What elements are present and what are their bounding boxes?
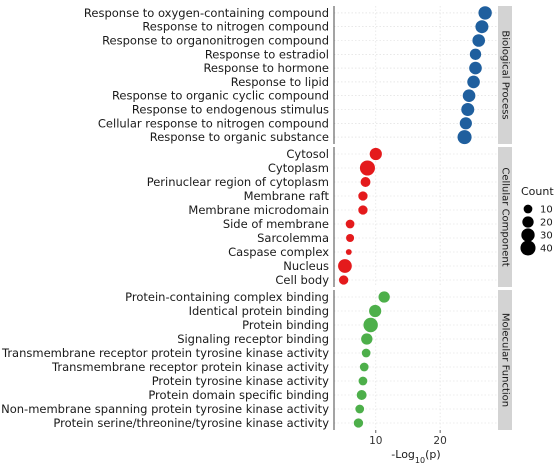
data-point xyxy=(361,348,371,358)
panel-2: Protein-containing complex bindingIdenti… xyxy=(1,290,512,430)
term-label: Identical protein binding xyxy=(189,304,329,318)
term-label: Protein serine/threonine/tyrosine kinase… xyxy=(53,416,329,430)
term-label: Side of membrane xyxy=(223,217,329,231)
data-point xyxy=(461,103,475,116)
legend: Count 10 20 30 40 xyxy=(520,185,554,256)
term-label: Cell body xyxy=(275,273,329,287)
term-label: Non-membrane spanning protein tyrosine k… xyxy=(1,402,329,416)
data-point xyxy=(338,275,349,285)
data-point xyxy=(361,333,373,345)
x-axis-title-main: -Log xyxy=(391,448,415,461)
term-label: Membrane microdomain xyxy=(188,203,329,217)
data-point xyxy=(462,89,476,102)
term-label: Protein-containing complex binding xyxy=(125,290,329,304)
data-point xyxy=(472,34,486,47)
data-point xyxy=(358,205,368,215)
data-point xyxy=(353,418,364,428)
data-point xyxy=(459,117,472,130)
legend-title: Count xyxy=(521,185,554,198)
data-point xyxy=(478,6,492,20)
legend-label: 20 xyxy=(540,218,553,229)
data-point xyxy=(345,219,355,229)
x-tick-label: 10 xyxy=(369,435,382,447)
term-label: Response to endogenous stimulus xyxy=(132,103,329,117)
legend-key xyxy=(523,204,533,214)
term-label: Response to organonitrogen compound xyxy=(102,34,329,48)
facet-strip-label: Molecular Function xyxy=(500,313,511,407)
term-label: Nucleus xyxy=(283,259,329,273)
data-point xyxy=(355,404,365,414)
data-point xyxy=(475,20,489,34)
term-label: Protein binding xyxy=(242,318,329,332)
term-label: Response to organic cyclic compound xyxy=(112,89,329,103)
data-point xyxy=(358,376,368,386)
term-label: Response to oxygen-containing compound xyxy=(84,6,329,20)
term-label: Transmembrane receptor protein kinase ac… xyxy=(51,360,329,374)
data-point xyxy=(338,259,352,273)
facet-strip xyxy=(498,147,512,287)
term-label: Response to lipid xyxy=(231,75,329,89)
data-point xyxy=(457,130,472,145)
panel-0: Response to oxygen-containing compoundRe… xyxy=(84,6,512,145)
x-axis-title-subscript: 10 xyxy=(415,456,425,465)
data-point xyxy=(359,362,369,372)
data-point xyxy=(358,191,368,201)
term-label: Protein tyrosine kinase activity xyxy=(152,374,329,388)
data-point xyxy=(467,75,480,89)
term-label: Sarcolemma xyxy=(257,231,329,245)
data-point xyxy=(378,291,390,303)
facet-strip xyxy=(498,290,512,430)
facet-strip-label: Cellular Component xyxy=(500,167,511,266)
plot-panels: Response to oxygen-containing compoundRe… xyxy=(1,6,512,430)
facet-strip-label: Biological Process xyxy=(500,30,511,119)
data-point xyxy=(363,317,378,333)
facet-strip xyxy=(498,6,512,144)
x-tick-label: 20 xyxy=(433,435,446,447)
term-label: Membrane raft xyxy=(244,189,330,203)
data-point xyxy=(369,304,382,318)
legend-label: 40 xyxy=(540,244,553,255)
data-point xyxy=(359,160,375,176)
x-axis-title-tail: (p) xyxy=(425,448,441,461)
term-label: Response to organic substance xyxy=(150,130,329,144)
term-label: Response to hormone xyxy=(203,61,329,75)
data-point xyxy=(346,233,355,243)
data-point xyxy=(369,147,382,161)
term-label: Cytosol xyxy=(286,147,329,161)
term-label: Protein domain specific binding xyxy=(148,388,329,402)
legend-key xyxy=(522,216,534,228)
term-label: Caspase complex xyxy=(228,245,329,259)
term-label: Cellular response to nitrogen compound xyxy=(98,116,329,130)
data-point xyxy=(356,390,367,400)
term-label: Perinuclear region of cytoplasm xyxy=(147,175,329,189)
data-point xyxy=(469,48,482,60)
term-label: Transmembrane receptor protein tyrosine … xyxy=(1,346,329,360)
term-label: Response to estradiol xyxy=(205,47,329,61)
data-point xyxy=(469,61,482,75)
legend-label: 10 xyxy=(540,205,553,216)
legend-label: 30 xyxy=(540,231,553,242)
x-axis: 10 20 xyxy=(369,430,447,447)
legend-key xyxy=(520,240,536,256)
term-label: Response to nitrogen compound xyxy=(142,20,329,34)
term-label: Signaling receptor binding xyxy=(177,332,329,346)
data-point xyxy=(345,249,352,255)
term-label: Cytoplasm xyxy=(268,161,329,175)
x-axis-title: -Log10(p) xyxy=(391,448,440,465)
data-point xyxy=(360,177,371,187)
legend-key xyxy=(521,228,535,242)
